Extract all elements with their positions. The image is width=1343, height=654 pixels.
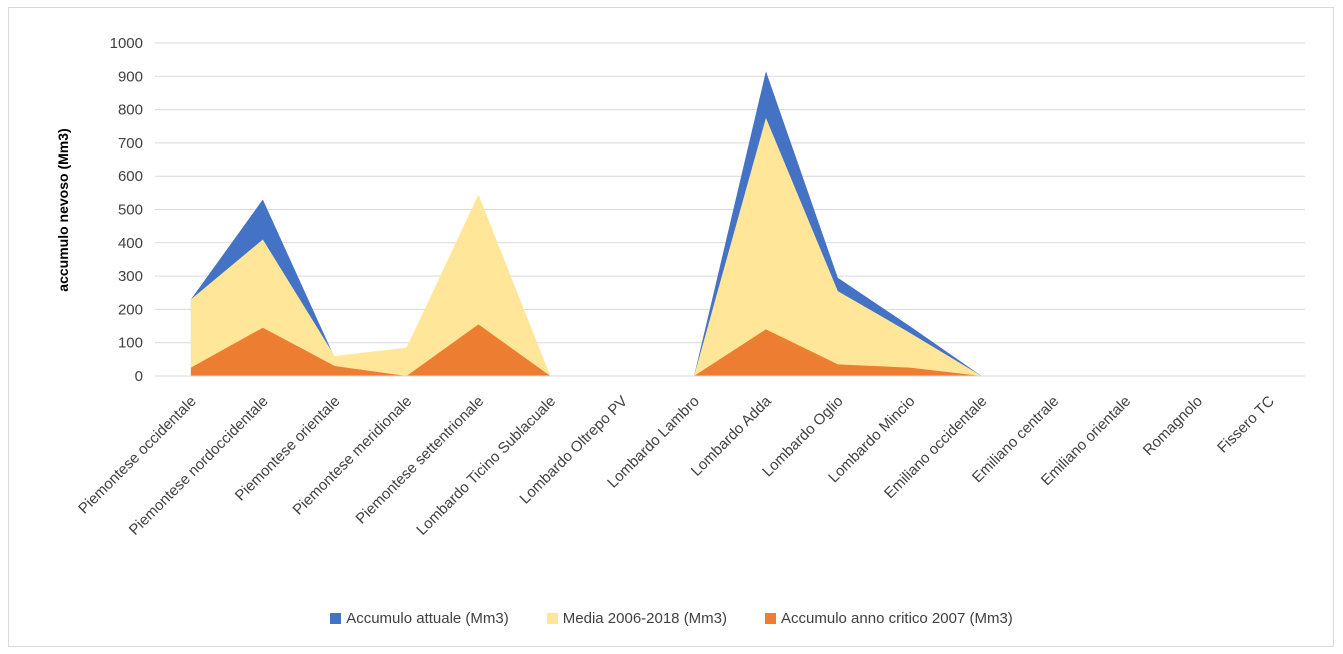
y-tick-label: 1000 — [110, 35, 143, 52]
y-tick-label: 700 — [118, 135, 143, 152]
x-tick-label: Piemontese settentrionale — [353, 393, 488, 528]
legend-label: Media 2006-2018 (Mm3) — [562, 610, 728, 627]
y-axis-label: accumulo nevoso (Mm3) — [55, 128, 71, 291]
legend-item-1: Accumulo attuale (Mm3) — [330, 610, 509, 627]
y-tick-label: 900 — [118, 68, 143, 85]
y-tick-label: 500 — [118, 202, 143, 219]
y-tick-label: 0 — [135, 368, 143, 385]
x-tick-label: Piemontese occidentale — [75, 393, 200, 518]
y-tick-label: 200 — [118, 301, 143, 318]
legend-label: Accumulo anno critico 2007 (Mm3) — [781, 610, 1013, 627]
y-tick-label: 300 — [118, 268, 143, 285]
y-tick-label: 800 — [118, 102, 143, 119]
legend-swatch — [765, 613, 777, 624]
legend-item-3: Accumulo anno critico 2007 (Mm3) — [765, 610, 1013, 627]
y-tick-label: 400 — [118, 235, 143, 252]
y-tick-label: 100 — [118, 335, 143, 352]
legend-label: Accumulo attuale (Mm3) — [346, 610, 509, 627]
legend-swatch — [330, 613, 342, 624]
y-tick-label: 600 — [118, 168, 143, 185]
x-tick-label: Piemontese nordoccidentale — [126, 393, 272, 539]
area-series-3 — [190, 324, 982, 376]
x-tick-label: Piemontese meridionale — [290, 393, 416, 519]
x-tick-label: Romagnolo — [1140, 393, 1206, 459]
legend-swatch — [546, 613, 558, 624]
legend-item-2: Media 2006-2018 (Mm3) — [546, 610, 728, 627]
x-tick-label: Fissero TC — [1214, 393, 1278, 457]
legend: Accumulo attuale (Mm3) Media 2006-2018 (M… — [0, 610, 1343, 627]
y-tick-labels: 0 100 200 300 400 500 600 700 800 900 1000 — [110, 35, 143, 385]
x-tick-label: Lombardo Ticino Sublacuale — [413, 393, 559, 539]
area-series-2 — [190, 117, 982, 377]
area-series — [155, 71, 1305, 377]
